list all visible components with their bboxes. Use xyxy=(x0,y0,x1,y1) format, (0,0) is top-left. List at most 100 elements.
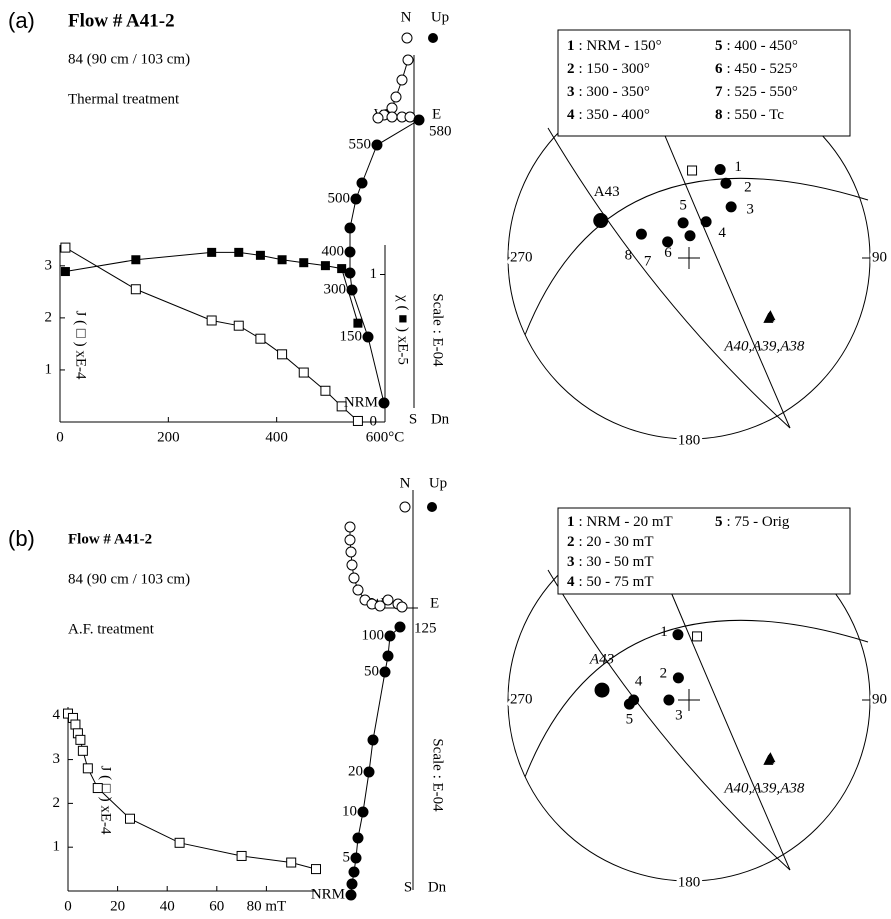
great-circle xyxy=(547,569,791,871)
data-point xyxy=(311,864,321,875)
legend-key: 4 xyxy=(567,107,575,123)
data-point xyxy=(344,534,356,546)
data-point xyxy=(236,850,247,861)
data-point xyxy=(174,837,185,848)
legend-text: : NRM - 150° xyxy=(579,38,662,54)
legend-text: : 525 - 550° xyxy=(727,84,798,100)
point-label: 4 xyxy=(635,673,643,689)
azimuth-label: 180 xyxy=(678,432,701,448)
point-label: 2 xyxy=(744,180,752,196)
data-point xyxy=(677,217,689,229)
step-label: 5 xyxy=(343,849,351,865)
legend-key: 3 xyxy=(567,554,575,570)
y-tick-label: 2 xyxy=(45,309,53,325)
sample-label: 84 (90 cm / 103 cm) xyxy=(68,571,190,587)
data-point xyxy=(60,242,71,253)
data-point xyxy=(413,114,425,126)
legend-entry: 4: 350 - 400° xyxy=(567,107,650,123)
step-label: 20 xyxy=(348,763,363,779)
step-label: 100 xyxy=(362,627,385,643)
legend-entry: 8: 550 - Tc xyxy=(715,107,784,123)
projection-line xyxy=(349,119,420,404)
data-point xyxy=(687,165,698,176)
data-point xyxy=(384,630,396,642)
legend-text: : 400 - 450° xyxy=(727,38,798,54)
legend-text: : 30 - 50 mT xyxy=(579,554,654,570)
data-point xyxy=(92,783,103,794)
legend-key: 7 xyxy=(715,84,723,100)
data-point xyxy=(662,236,674,248)
data-point xyxy=(255,250,265,260)
data-point xyxy=(346,284,358,296)
legend-symbol xyxy=(401,32,413,44)
data-point xyxy=(298,367,309,378)
point-label: 8 xyxy=(625,248,633,264)
great-circle xyxy=(649,99,791,429)
y2-tick-label: 1 xyxy=(370,266,378,282)
data-point xyxy=(286,857,297,868)
data-point xyxy=(125,813,135,824)
data-point xyxy=(763,754,774,765)
data-point xyxy=(663,694,675,706)
step-label: 150 xyxy=(340,328,363,344)
data-point xyxy=(131,255,141,265)
series-line xyxy=(65,247,359,422)
y-axis-label: J ( □ ) xE-4 xyxy=(98,765,114,835)
y-tick-label: 3 xyxy=(53,751,61,767)
legend-key: 6 xyxy=(715,61,723,77)
data-point xyxy=(77,745,88,756)
point-label: 3 xyxy=(746,201,754,217)
point-label: 7 xyxy=(644,253,652,269)
legend-entry: 2: 150 - 300° xyxy=(567,61,650,77)
legend-box xyxy=(557,507,851,595)
legend-key: 4 xyxy=(567,574,575,590)
data-point xyxy=(233,320,244,331)
point-label: A40,A39,A38 xyxy=(723,338,804,354)
data-point xyxy=(357,806,369,818)
data-point xyxy=(352,832,364,844)
data-point xyxy=(396,601,408,613)
data-point xyxy=(672,629,684,641)
data-point xyxy=(234,247,244,257)
data-point xyxy=(402,54,414,66)
x-tick-label: 0 xyxy=(64,898,72,914)
data-point xyxy=(378,397,390,409)
legend-key: 2 xyxy=(567,61,575,77)
data-point xyxy=(344,246,356,258)
data-point xyxy=(623,698,635,710)
y-tick-label: 1 xyxy=(45,361,53,377)
data-point xyxy=(350,193,362,205)
point-label: 1 xyxy=(734,159,742,175)
data-point xyxy=(353,318,363,328)
step-label: 500 xyxy=(328,190,351,206)
data-point xyxy=(130,284,141,295)
data-point xyxy=(345,546,357,558)
azimuth-label: 90 xyxy=(872,249,887,265)
legend-entry: 1: NRM - 150° xyxy=(567,38,662,54)
data-point xyxy=(346,878,358,890)
x-tick-label: 0 xyxy=(56,429,64,445)
y-tick-label: 2 xyxy=(53,795,61,811)
treatment-label: Thermal treatment xyxy=(68,91,180,107)
legend-entry: 3: 30 - 50 mT xyxy=(567,554,654,570)
legend-text: : 350 - 400° xyxy=(579,107,650,123)
y-tick-label: 3 xyxy=(45,257,53,273)
legend-key: 8 xyxy=(715,107,723,123)
x-tick-label: 60 xyxy=(209,898,224,914)
legend-key: 1 xyxy=(567,38,575,54)
data-point xyxy=(82,763,93,774)
data-point xyxy=(396,74,408,86)
data-point xyxy=(692,631,703,642)
y-tick-label: 1 xyxy=(53,839,61,855)
point-label: A40,A39,A38 xyxy=(723,780,804,796)
y-axis-label: J ( □ ) xE-4 xyxy=(73,310,89,380)
data-point xyxy=(277,255,287,265)
legend-key: 1 xyxy=(567,514,575,530)
step-label: NRM xyxy=(311,886,345,902)
point-label: 1 xyxy=(660,624,668,640)
data-point xyxy=(277,349,288,360)
legend-text: : 450 - 525° xyxy=(727,61,798,77)
y2-tick-label: 0 xyxy=(370,413,378,429)
